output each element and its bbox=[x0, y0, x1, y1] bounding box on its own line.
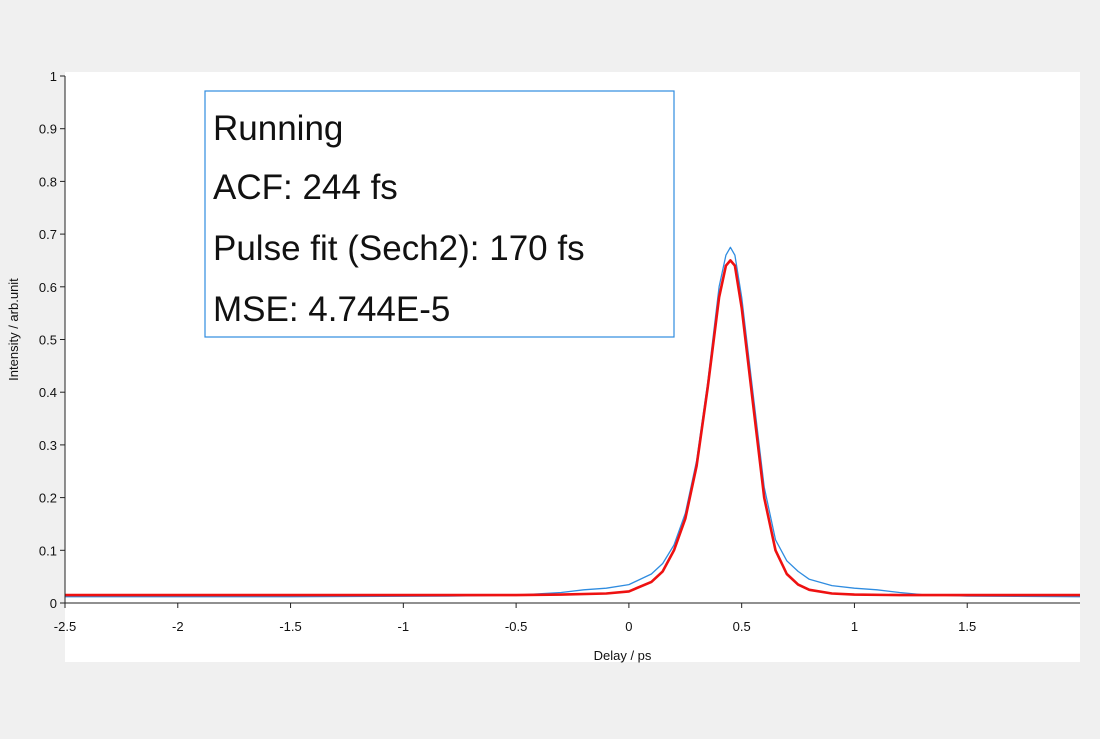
x-tick-label: -1.5 bbox=[279, 619, 301, 634]
pulse-fit-readout: Pulse fit (Sech2): 170 fs bbox=[213, 229, 585, 268]
x-tick-label: 1.5 bbox=[958, 619, 976, 634]
status-text: Running bbox=[213, 109, 343, 148]
y-tick-label: 0.6 bbox=[39, 280, 57, 295]
y-tick-label: 0.1 bbox=[39, 543, 57, 558]
y-tick-label: 0.9 bbox=[39, 122, 57, 137]
y-tick-label: 0.4 bbox=[39, 385, 57, 400]
y-tick-label: 0.2 bbox=[39, 491, 57, 506]
x-axis-title: Delay / ps bbox=[594, 648, 652, 663]
acf-readout: ACF: 244 fs bbox=[213, 168, 398, 207]
y-axis: 0 0.1 0.2 0.3 0.4 0.5 0.6 0.7 0.8 0.9 1 bbox=[39, 69, 66, 611]
y-axis-title: Intensity / arb.unit bbox=[6, 278, 21, 381]
x-tick-label: 0 bbox=[625, 619, 632, 634]
y-tick-label: 0.8 bbox=[39, 174, 57, 189]
x-tick-label: 1 bbox=[851, 619, 858, 634]
mse-readout: MSE: 4.744E-5 bbox=[213, 290, 450, 329]
x-axis: -2.5 -2 -1.5 -1 -0.5 0 0.5 1 1.5 bbox=[54, 602, 1080, 634]
y-tick-label: 0.7 bbox=[39, 227, 57, 242]
y-tick-label: 1 bbox=[50, 69, 57, 84]
measured-series-line bbox=[65, 246, 1081, 598]
y-tick-label: 0.3 bbox=[39, 438, 57, 453]
x-tick-label: -0.5 bbox=[505, 619, 527, 634]
fit-series-line bbox=[65, 259, 1080, 597]
x-tick-label: -2.5 bbox=[54, 619, 76, 634]
x-tick-label: 0.5 bbox=[733, 619, 751, 634]
x-tick-label: -1 bbox=[398, 619, 410, 634]
x-tick-label: -2 bbox=[172, 619, 184, 634]
status-box: Running ACF: 244 fs Pulse fit (Sech2): 1… bbox=[204, 90, 675, 338]
status-box-border bbox=[204, 90, 675, 338]
y-tick-label: 0.5 bbox=[39, 333, 57, 348]
y-tick-label: 0 bbox=[50, 596, 57, 611]
